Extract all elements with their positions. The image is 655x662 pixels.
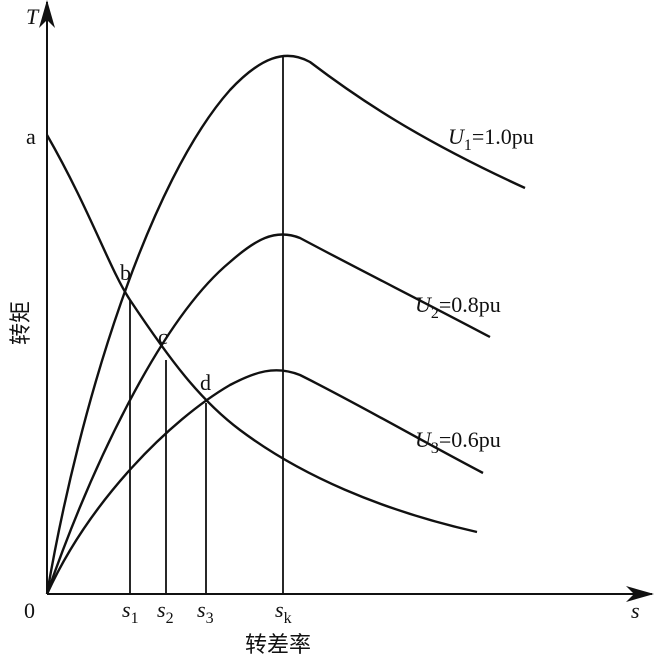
label-u2: U2=0.8pu: [415, 292, 501, 322]
point-a: a: [26, 124, 36, 149]
label-u1: U1=1.0pu: [448, 124, 534, 154]
curve-u1: [45, 54, 526, 595]
load-curve: [45, 134, 478, 534]
slip-s2: s2: [157, 597, 174, 627]
y-axis-label: 转矩: [9, 301, 34, 345]
point-b: b: [120, 260, 131, 285]
x-axis-label: 转差率: [245, 633, 311, 658]
point-c: c: [158, 324, 168, 349]
s-axis-symbol: s: [631, 598, 640, 623]
curve-u3: [45, 369, 484, 595]
point-d: d: [200, 370, 211, 395]
slip-s1: s1: [122, 597, 139, 627]
slip-sk: sk: [275, 597, 292, 627]
label-u3: U3=0.6pu: [415, 427, 501, 457]
slip-s3: s3: [197, 597, 214, 627]
origin-label: 0: [24, 598, 35, 623]
curve-u2: [45, 233, 491, 595]
t-axis-symbol: T: [26, 4, 40, 29]
